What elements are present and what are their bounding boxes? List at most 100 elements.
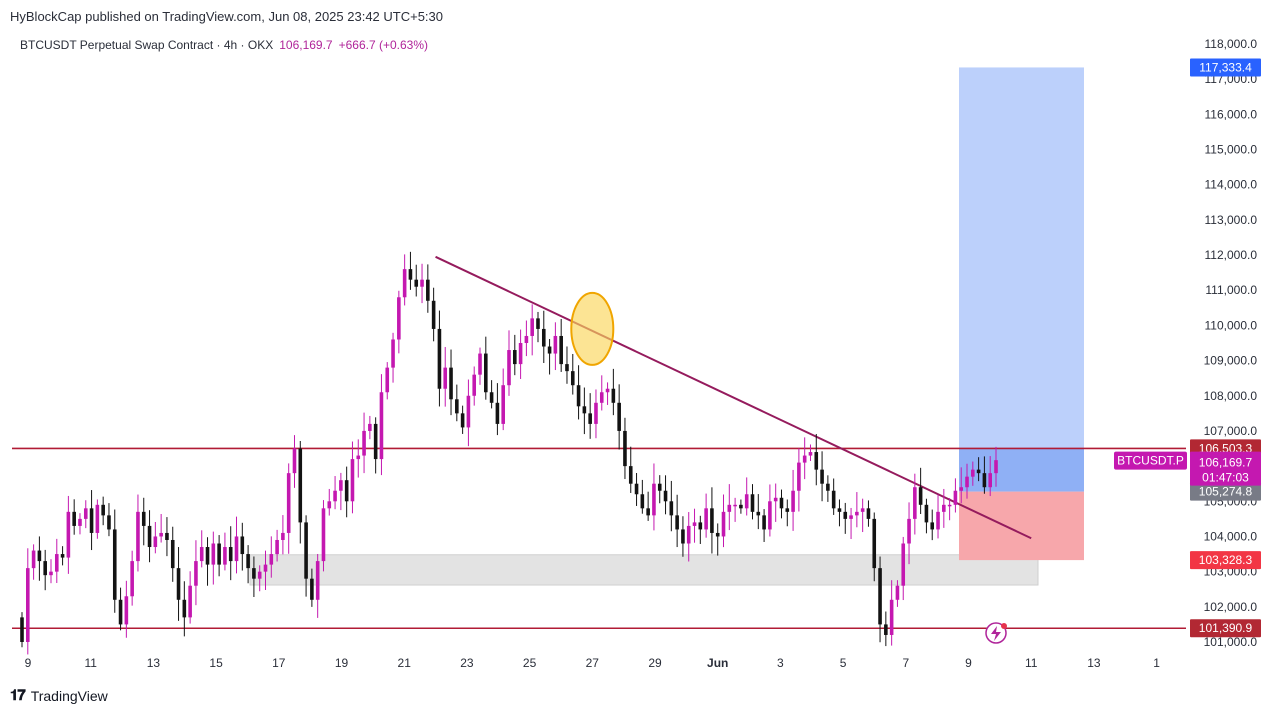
candle-body [66, 511, 71, 558]
current-price-label: 106,169.7 [1199, 456, 1253, 470]
time-tick-label: 11 [84, 656, 97, 670]
candle-body [652, 483, 656, 516]
stop-zone [959, 491, 1084, 561]
candle-body [20, 617, 24, 642]
candle-body [675, 515, 679, 530]
candle-body [849, 515, 853, 519]
candle-body [391, 339, 395, 368]
candle-body [837, 508, 842, 512]
candle-body [860, 508, 865, 512]
time-tick-label: 27 [586, 656, 600, 670]
candle-body [263, 564, 268, 572]
candle-body [460, 413, 465, 428]
support-price-label: 101,390.9 [1199, 621, 1253, 635]
candle-body [327, 501, 332, 509]
candle-body [884, 624, 888, 635]
time-tick-label: 3 [777, 656, 784, 670]
candle-body [994, 460, 998, 474]
candle-body [831, 490, 836, 509]
candle-body [112, 529, 117, 600]
candle-body [756, 511, 761, 516]
candle-body [930, 522, 935, 530]
candle-body [901, 543, 906, 586]
candle-body [118, 599, 123, 625]
candle-body [953, 490, 958, 505]
candle-body [855, 511, 859, 516]
candle-body [298, 448, 303, 523]
candle-body [385, 367, 390, 393]
price-tick-label: 102,000.0 [1204, 600, 1258, 614]
time-tick-label: 7 [902, 656, 909, 670]
candle-body [107, 515, 111, 530]
time-tick-label: 29 [648, 656, 662, 670]
zones-layer [249, 67, 1084, 586]
candle-body [472, 374, 477, 396]
candle-body [808, 452, 813, 456]
target-price-label-bg [1190, 58, 1261, 77]
candle-body [634, 483, 639, 495]
trendline [435, 255, 1032, 540]
candle-body [889, 599, 894, 635]
demand-zone [249, 554, 1039, 586]
published-header: HyBlockCap published on TradingView.com,… [10, 9, 443, 24]
candle-body [785, 508, 790, 512]
candle-body [721, 511, 726, 537]
candle-body [426, 279, 430, 301]
price-tick-label: 115,000.0 [1205, 143, 1258, 157]
candle-body [524, 335, 529, 343]
candle-body [802, 455, 807, 463]
candle-body [269, 554, 274, 565]
time-tick-label: Jun [707, 656, 728, 670]
candle-body [541, 328, 546, 347]
stop-price-label-bg [1190, 551, 1261, 570]
candle-body [576, 385, 581, 407]
symbol-tag: BTCUSDT.P [1117, 454, 1184, 468]
support-price-label-bg [1190, 619, 1261, 638]
candle-body [246, 554, 250, 569]
candle-body [710, 508, 714, 533]
candle-body [37, 550, 42, 562]
entry-price-label: 105,274.8 [1199, 485, 1253, 499]
candle-body [733, 504, 737, 507]
candle-body [420, 279, 424, 287]
candle-body [466, 395, 471, 428]
candle-body [130, 561, 134, 597]
candle-body [762, 515, 766, 530]
candle-body [49, 571, 53, 576]
price-tick-label: 108,000.0 [1204, 389, 1258, 403]
time-axis[interactable]: 9 11 13 15 17 19 21 23 25 27 29 Jun 3 5 7 9 11 13 1 [25, 656, 1161, 670]
tradingview-footer[interactable]: 𝟏𝟕 TradingView [10, 687, 108, 704]
candle-body [518, 343, 523, 365]
candle-body [501, 385, 505, 424]
candle-body [60, 554, 65, 558]
candle-body [176, 568, 181, 600]
time-tick-label: 21 [398, 656, 412, 670]
time-tick-label: 13 [147, 656, 161, 670]
candle-body [814, 452, 819, 470]
candle-body [599, 392, 604, 403]
candle-body [715, 532, 720, 537]
candle-body [773, 497, 778, 502]
candle-body [536, 318, 540, 329]
candle-body [657, 483, 662, 491]
candle-body [141, 511, 146, 526]
candle-body [304, 522, 308, 579]
candle-body [43, 561, 47, 576]
candle-body [872, 518, 877, 569]
candle-body [878, 568, 882, 625]
candle-body [286, 473, 291, 533]
candle-body [147, 525, 152, 548]
symbol-legend: BTCUSDT Perpetual Swap Contract · 4h · O… [20, 38, 428, 52]
price-labels-layer: 117,333.4106,503.3105,274.8103,328.3101,… [1114, 58, 1261, 638]
candle-body [698, 522, 703, 530]
candle-body [344, 480, 349, 502]
candle-body [797, 462, 801, 491]
candle-body [489, 392, 494, 403]
candle-body [559, 335, 563, 365]
candle-body [547, 346, 552, 354]
price-tick-label: 107,000.0 [1204, 424, 1258, 438]
candle-body [199, 547, 204, 562]
candle-body [408, 269, 413, 280]
candle-body [947, 504, 952, 507]
